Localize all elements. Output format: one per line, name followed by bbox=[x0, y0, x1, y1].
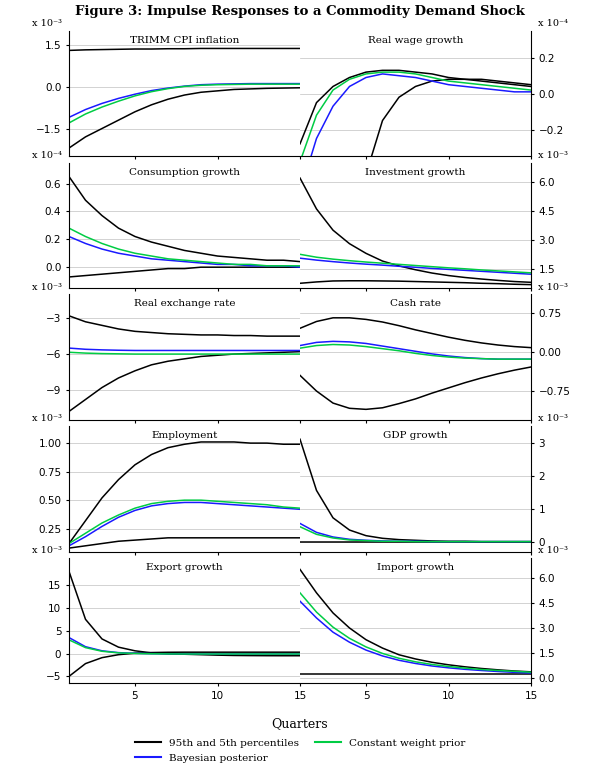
Text: Real wage growth: Real wage growth bbox=[368, 36, 463, 45]
Text: GDP growth: GDP growth bbox=[383, 431, 448, 440]
Text: Import growth: Import growth bbox=[377, 563, 454, 572]
Text: x 10⁻³: x 10⁻³ bbox=[32, 19, 62, 29]
Text: Quarters: Quarters bbox=[272, 717, 328, 730]
Text: x 10⁻³: x 10⁻³ bbox=[538, 546, 568, 555]
Text: Cash rate: Cash rate bbox=[390, 300, 441, 308]
Text: x 10⁻³: x 10⁻³ bbox=[538, 283, 568, 292]
Text: Export growth: Export growth bbox=[146, 563, 223, 572]
Text: x 10⁻³: x 10⁻³ bbox=[32, 415, 62, 424]
Text: Consumption growth: Consumption growth bbox=[129, 168, 240, 177]
Text: Real exchange rate: Real exchange rate bbox=[134, 300, 235, 308]
Text: TRIMM CPI inflation: TRIMM CPI inflation bbox=[130, 36, 239, 45]
Text: x 10⁻³: x 10⁻³ bbox=[538, 415, 568, 424]
Text: Employment: Employment bbox=[151, 431, 218, 440]
Legend: 95th and 5th percentiles, Bayesian posterior, Constant weight prior: 95th and 5th percentiles, Bayesian poste… bbox=[130, 735, 470, 767]
Text: x 10⁻⁴: x 10⁻⁴ bbox=[538, 19, 568, 29]
Text: Investment growth: Investment growth bbox=[365, 168, 466, 177]
Text: x 10⁻³: x 10⁻³ bbox=[538, 151, 568, 160]
Text: x 10⁻⁴: x 10⁻⁴ bbox=[32, 151, 62, 160]
Text: x 10⁻³: x 10⁻³ bbox=[32, 283, 62, 292]
Text: Figure 3: Impulse Responses to a Commodity Demand Shock: Figure 3: Impulse Responses to a Commodi… bbox=[75, 5, 525, 19]
Text: x 10⁻³: x 10⁻³ bbox=[32, 546, 62, 555]
